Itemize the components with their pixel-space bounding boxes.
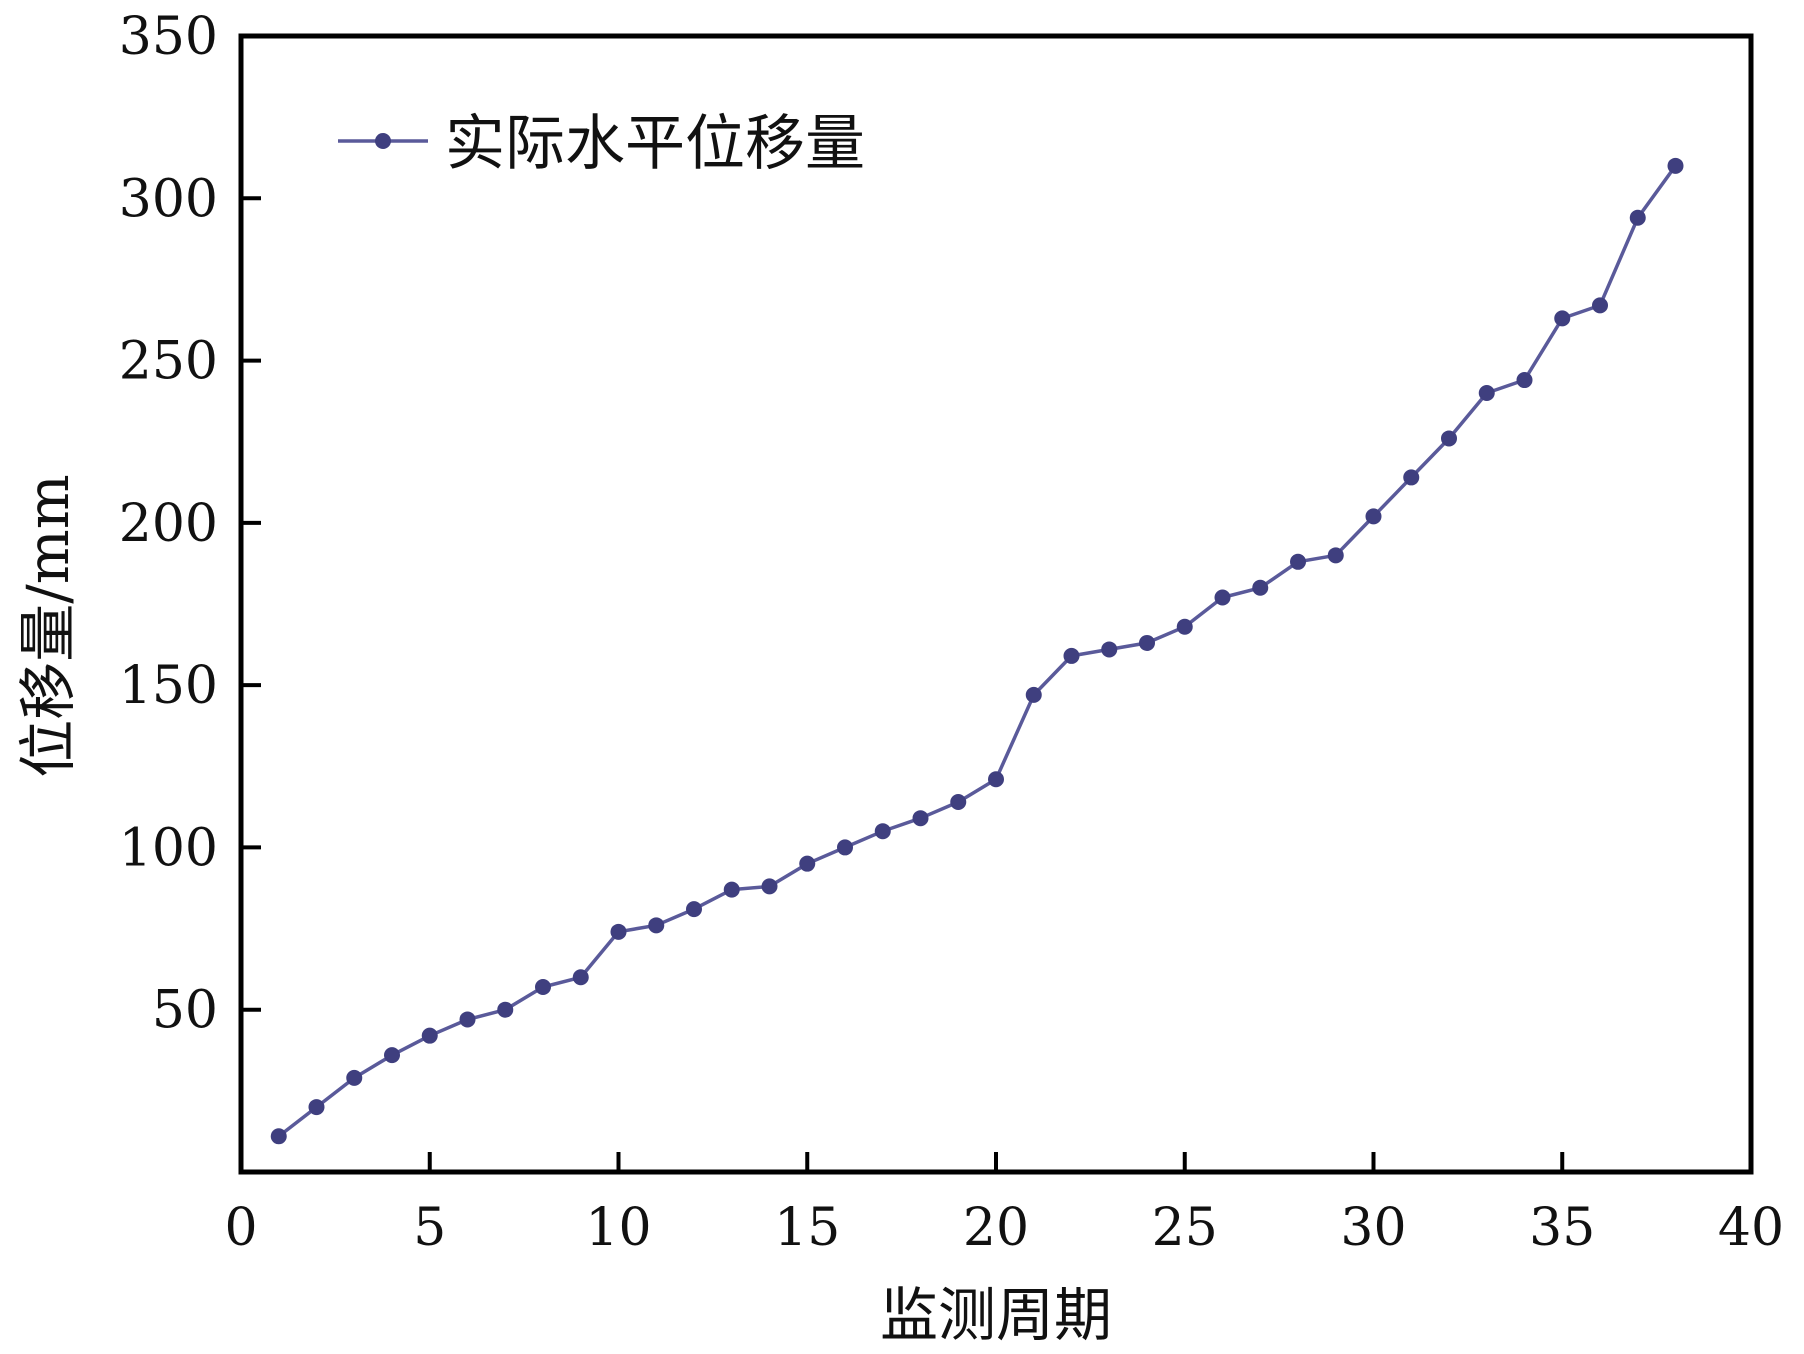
data-point — [912, 810, 929, 827]
data-point — [1667, 157, 1684, 174]
data-point — [421, 1027, 438, 1044]
plot-frame — [238, 33, 1754, 1175]
x-tick-label: 40 — [1718, 1198, 1784, 1258]
data-point — [459, 1011, 476, 1028]
data-point — [723, 881, 740, 898]
data-point — [270, 1128, 287, 1145]
data-point — [610, 923, 627, 940]
x-tick-label: 25 — [1152, 1198, 1218, 1258]
x-tick-label: 15 — [774, 1198, 840, 1258]
legend-marker — [375, 133, 391, 149]
x-tick-label: 0 — [224, 1198, 257, 1258]
data-point — [1252, 579, 1269, 596]
tick-labels: 0 5 10 15 20 25 30 35 40 50 100 150 200 250 300 350 — [119, 7, 1784, 1258]
y-tick-label: 300 — [119, 169, 218, 229]
data-point — [384, 1047, 400, 1064]
data-point — [1290, 553, 1306, 570]
data-point — [950, 793, 967, 810]
data-point — [648, 917, 665, 934]
y-axis-title: 位移量/mm — [14, 474, 82, 778]
data-point — [1554, 310, 1571, 327]
data-point — [874, 823, 891, 840]
data-point — [346, 1069, 363, 1086]
data-point — [1441, 430, 1457, 447]
series-line — [277, 164, 1677, 1138]
data-point — [1214, 589, 1231, 606]
data-point — [1516, 372, 1533, 389]
data-point — [497, 1001, 514, 1018]
data-point — [535, 978, 551, 995]
x-tick-label: 10 — [585, 1198, 651, 1258]
data-point — [572, 969, 589, 986]
legend: 实际水平位移量 — [338, 109, 865, 179]
x-tick-label: 35 — [1529, 1198, 1595, 1258]
y-tick-label: 200 — [119, 494, 218, 554]
data-point — [1063, 647, 1080, 664]
y-tick-label: 150 — [119, 656, 218, 716]
data-point — [308, 1099, 325, 1116]
data-point — [799, 855, 816, 872]
data-point — [1025, 686, 1042, 703]
data-point — [988, 771, 1004, 788]
y-tick-label: 350 — [119, 7, 218, 67]
x-tick-label: 5 — [413, 1198, 446, 1258]
data-point — [1629, 209, 1646, 226]
data-point — [1101, 641, 1118, 658]
data-point — [1403, 469, 1420, 486]
data-point — [1478, 385, 1495, 402]
data-point — [837, 839, 853, 856]
legend-label: 实际水平位移量 — [445, 109, 865, 179]
data-point — [686, 901, 702, 918]
y-tick-label: 250 — [119, 332, 218, 392]
y-tick-label: 50 — [152, 981, 218, 1041]
axis-ticks — [239, 196, 1753, 1172]
data-point — [1139, 634, 1155, 651]
data-point — [1592, 297, 1608, 314]
x-tick-label: 30 — [1340, 1198, 1406, 1258]
series-layer — [270, 157, 1684, 1145]
y-tick-label: 100 — [119, 818, 218, 878]
x-axis-title: 监测周期 — [880, 1281, 1112, 1349]
data-point — [1327, 547, 1344, 564]
x-tick-label: 20 — [963, 1198, 1029, 1258]
data-point — [761, 878, 778, 895]
data-point — [1365, 508, 1382, 525]
data-point — [1176, 618, 1193, 635]
